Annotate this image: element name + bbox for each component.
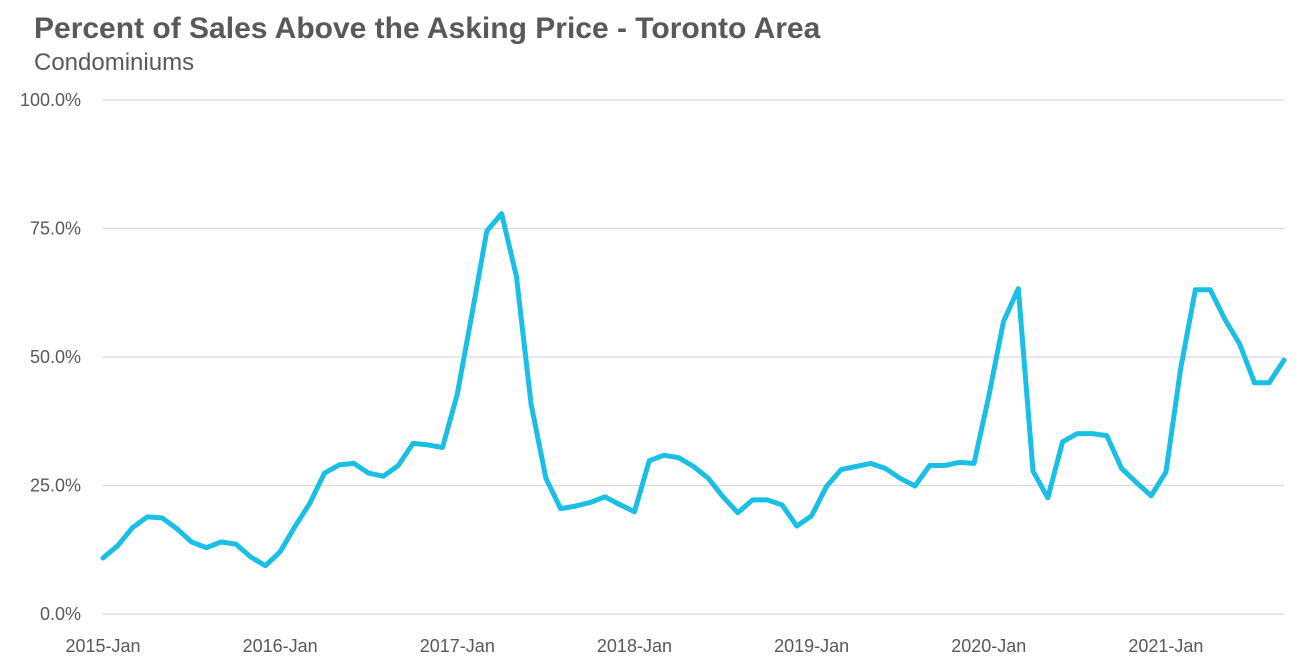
x-tick-label: 2016-Jan xyxy=(243,636,318,656)
y-axis-ticks: 0.0% 25.0% 50.0% 75.0% 100.0% xyxy=(20,90,81,624)
x-tick-label: 2015-Jan xyxy=(65,636,140,656)
x-axis-ticks: 2015-Jan 2016-Jan 2017-Jan 2018-Jan 2019-Jan… xyxy=(65,636,1203,656)
x-tick-label: 2020-Jan xyxy=(951,636,1026,656)
x-tick-label: 2017-Jan xyxy=(420,636,495,656)
series-line xyxy=(100,211,1287,569)
gridlines xyxy=(103,99,1284,615)
y-tick-label: 50.0% xyxy=(30,347,81,367)
x-tick-label: 2018-Jan xyxy=(597,636,672,656)
y-tick-label: 25.0% xyxy=(30,476,81,496)
chart-title: Percent of Sales Above the Asking Price … xyxy=(34,12,821,45)
y-tick-label: 75.0% xyxy=(30,219,81,239)
series-layer xyxy=(100,211,1287,569)
y-tick-label: 100.0% xyxy=(20,90,81,110)
x-tick-label: 2021-Jan xyxy=(1128,636,1203,656)
x-tick-label: 2019-Jan xyxy=(774,636,849,656)
y-tick-label: 0.0% xyxy=(40,604,81,624)
chart-subtitle: Condominiums xyxy=(34,49,195,76)
